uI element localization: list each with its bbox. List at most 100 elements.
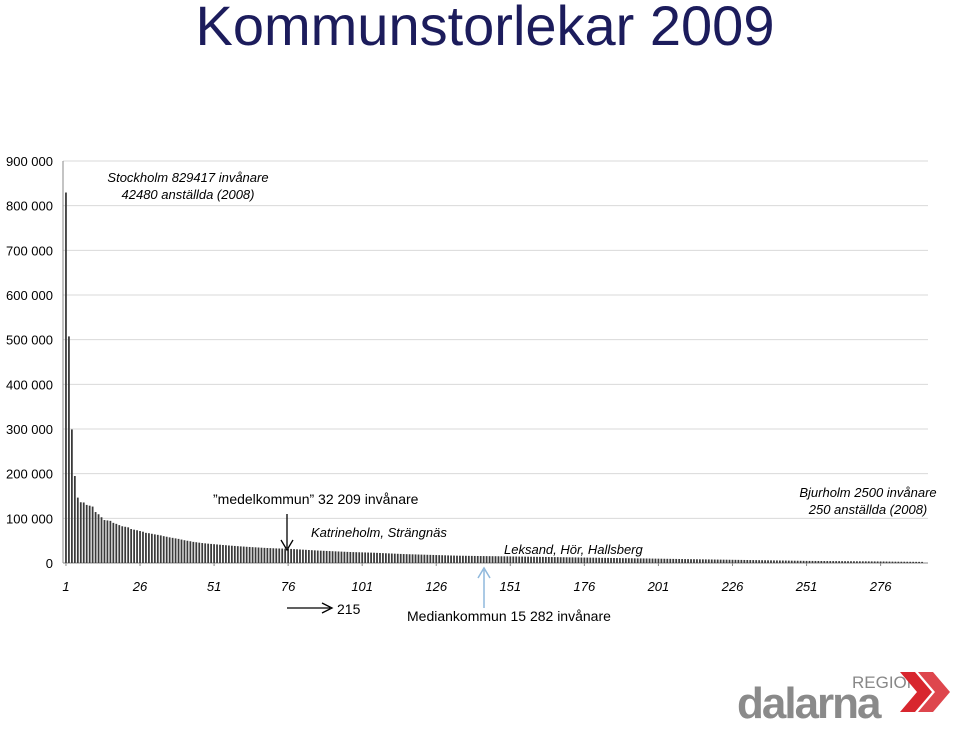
bar (547, 557, 550, 563)
bar (660, 558, 663, 563)
bar (479, 556, 482, 563)
bar (266, 547, 269, 563)
bar (121, 526, 124, 563)
bar (438, 555, 441, 563)
bar (97, 514, 100, 563)
bar (787, 560, 790, 563)
bar (645, 558, 648, 563)
bar (390, 553, 393, 563)
bar (841, 561, 843, 563)
bar (216, 544, 218, 563)
bar (799, 560, 802, 563)
bar (619, 558, 621, 563)
y-tick-label: 100 000 (6, 511, 53, 526)
bar (681, 559, 684, 563)
y-tick-label: 400 000 (6, 377, 53, 392)
bar (281, 548, 284, 563)
bar (553, 557, 556, 563)
bar (346, 551, 349, 563)
bar (690, 559, 692, 563)
bar (500, 556, 503, 563)
bar (275, 548, 278, 563)
bar (867, 561, 870, 563)
bar (873, 561, 876, 563)
bar (168, 537, 171, 563)
bar (373, 552, 375, 563)
bar (177, 538, 180, 563)
bar (112, 522, 115, 563)
bar (773, 560, 775, 563)
bar (124, 526, 127, 563)
bar (284, 548, 287, 563)
bar (781, 560, 784, 563)
bar (624, 558, 627, 563)
bar (571, 557, 574, 563)
bar (589, 557, 592, 563)
annotation: ”medelkommun” 32 209 invånare (213, 491, 419, 507)
bar (450, 555, 452, 563)
bar (577, 557, 580, 563)
bar (539, 556, 541, 563)
bar (778, 560, 781, 563)
bar (856, 561, 858, 563)
bar (402, 554, 405, 563)
bar (411, 554, 414, 563)
logo-top: REGION (852, 673, 919, 692)
bar (423, 554, 426, 563)
bar (242, 546, 245, 563)
bar (370, 552, 372, 563)
bar (861, 561, 864, 563)
bar (293, 549, 295, 563)
bar (278, 548, 281, 563)
bar (592, 557, 595, 563)
bar (793, 560, 796, 563)
bar (225, 545, 227, 563)
bar (879, 561, 882, 563)
bar (909, 561, 912, 563)
bar (159, 535, 162, 563)
x-tick-label: 151 (499, 579, 521, 594)
bar (100, 517, 103, 563)
bar (565, 557, 568, 563)
bar (790, 560, 793, 563)
bar (340, 551, 343, 563)
bar (642, 558, 645, 563)
x-tick-label: 126 (425, 579, 447, 594)
bar (542, 556, 544, 563)
bar (488, 556, 491, 563)
bar (752, 560, 755, 563)
bar (73, 476, 76, 563)
x-tick-label: 201 (647, 579, 670, 594)
bar (222, 544, 224, 563)
bar (219, 544, 221, 563)
arrow (280, 514, 294, 552)
bar (447, 555, 449, 563)
bar (328, 551, 331, 563)
bar (595, 557, 598, 563)
bar (379, 552, 381, 563)
bar (115, 523, 118, 563)
bar (118, 525, 121, 563)
bar (109, 520, 112, 563)
bar (349, 552, 352, 563)
y-tick-label: 900 000 (6, 154, 53, 169)
bar (272, 548, 275, 563)
x-tick-label: 51 (207, 579, 221, 594)
bar (755, 560, 758, 563)
bar (127, 527, 130, 563)
bar (784, 560, 787, 563)
bar (103, 520, 106, 563)
bar (299, 549, 301, 563)
bar (550, 557, 553, 563)
bar (497, 556, 500, 563)
bar (476, 555, 479, 563)
bar (882, 561, 885, 563)
bar (746, 560, 749, 563)
bar (82, 502, 85, 563)
annotation: 42480 anställda (2008) (122, 187, 255, 202)
bar (393, 553, 396, 563)
bar (142, 531, 144, 563)
bar (764, 560, 766, 563)
bar (707, 559, 710, 563)
y-tick-label: 600 000 (6, 288, 53, 303)
